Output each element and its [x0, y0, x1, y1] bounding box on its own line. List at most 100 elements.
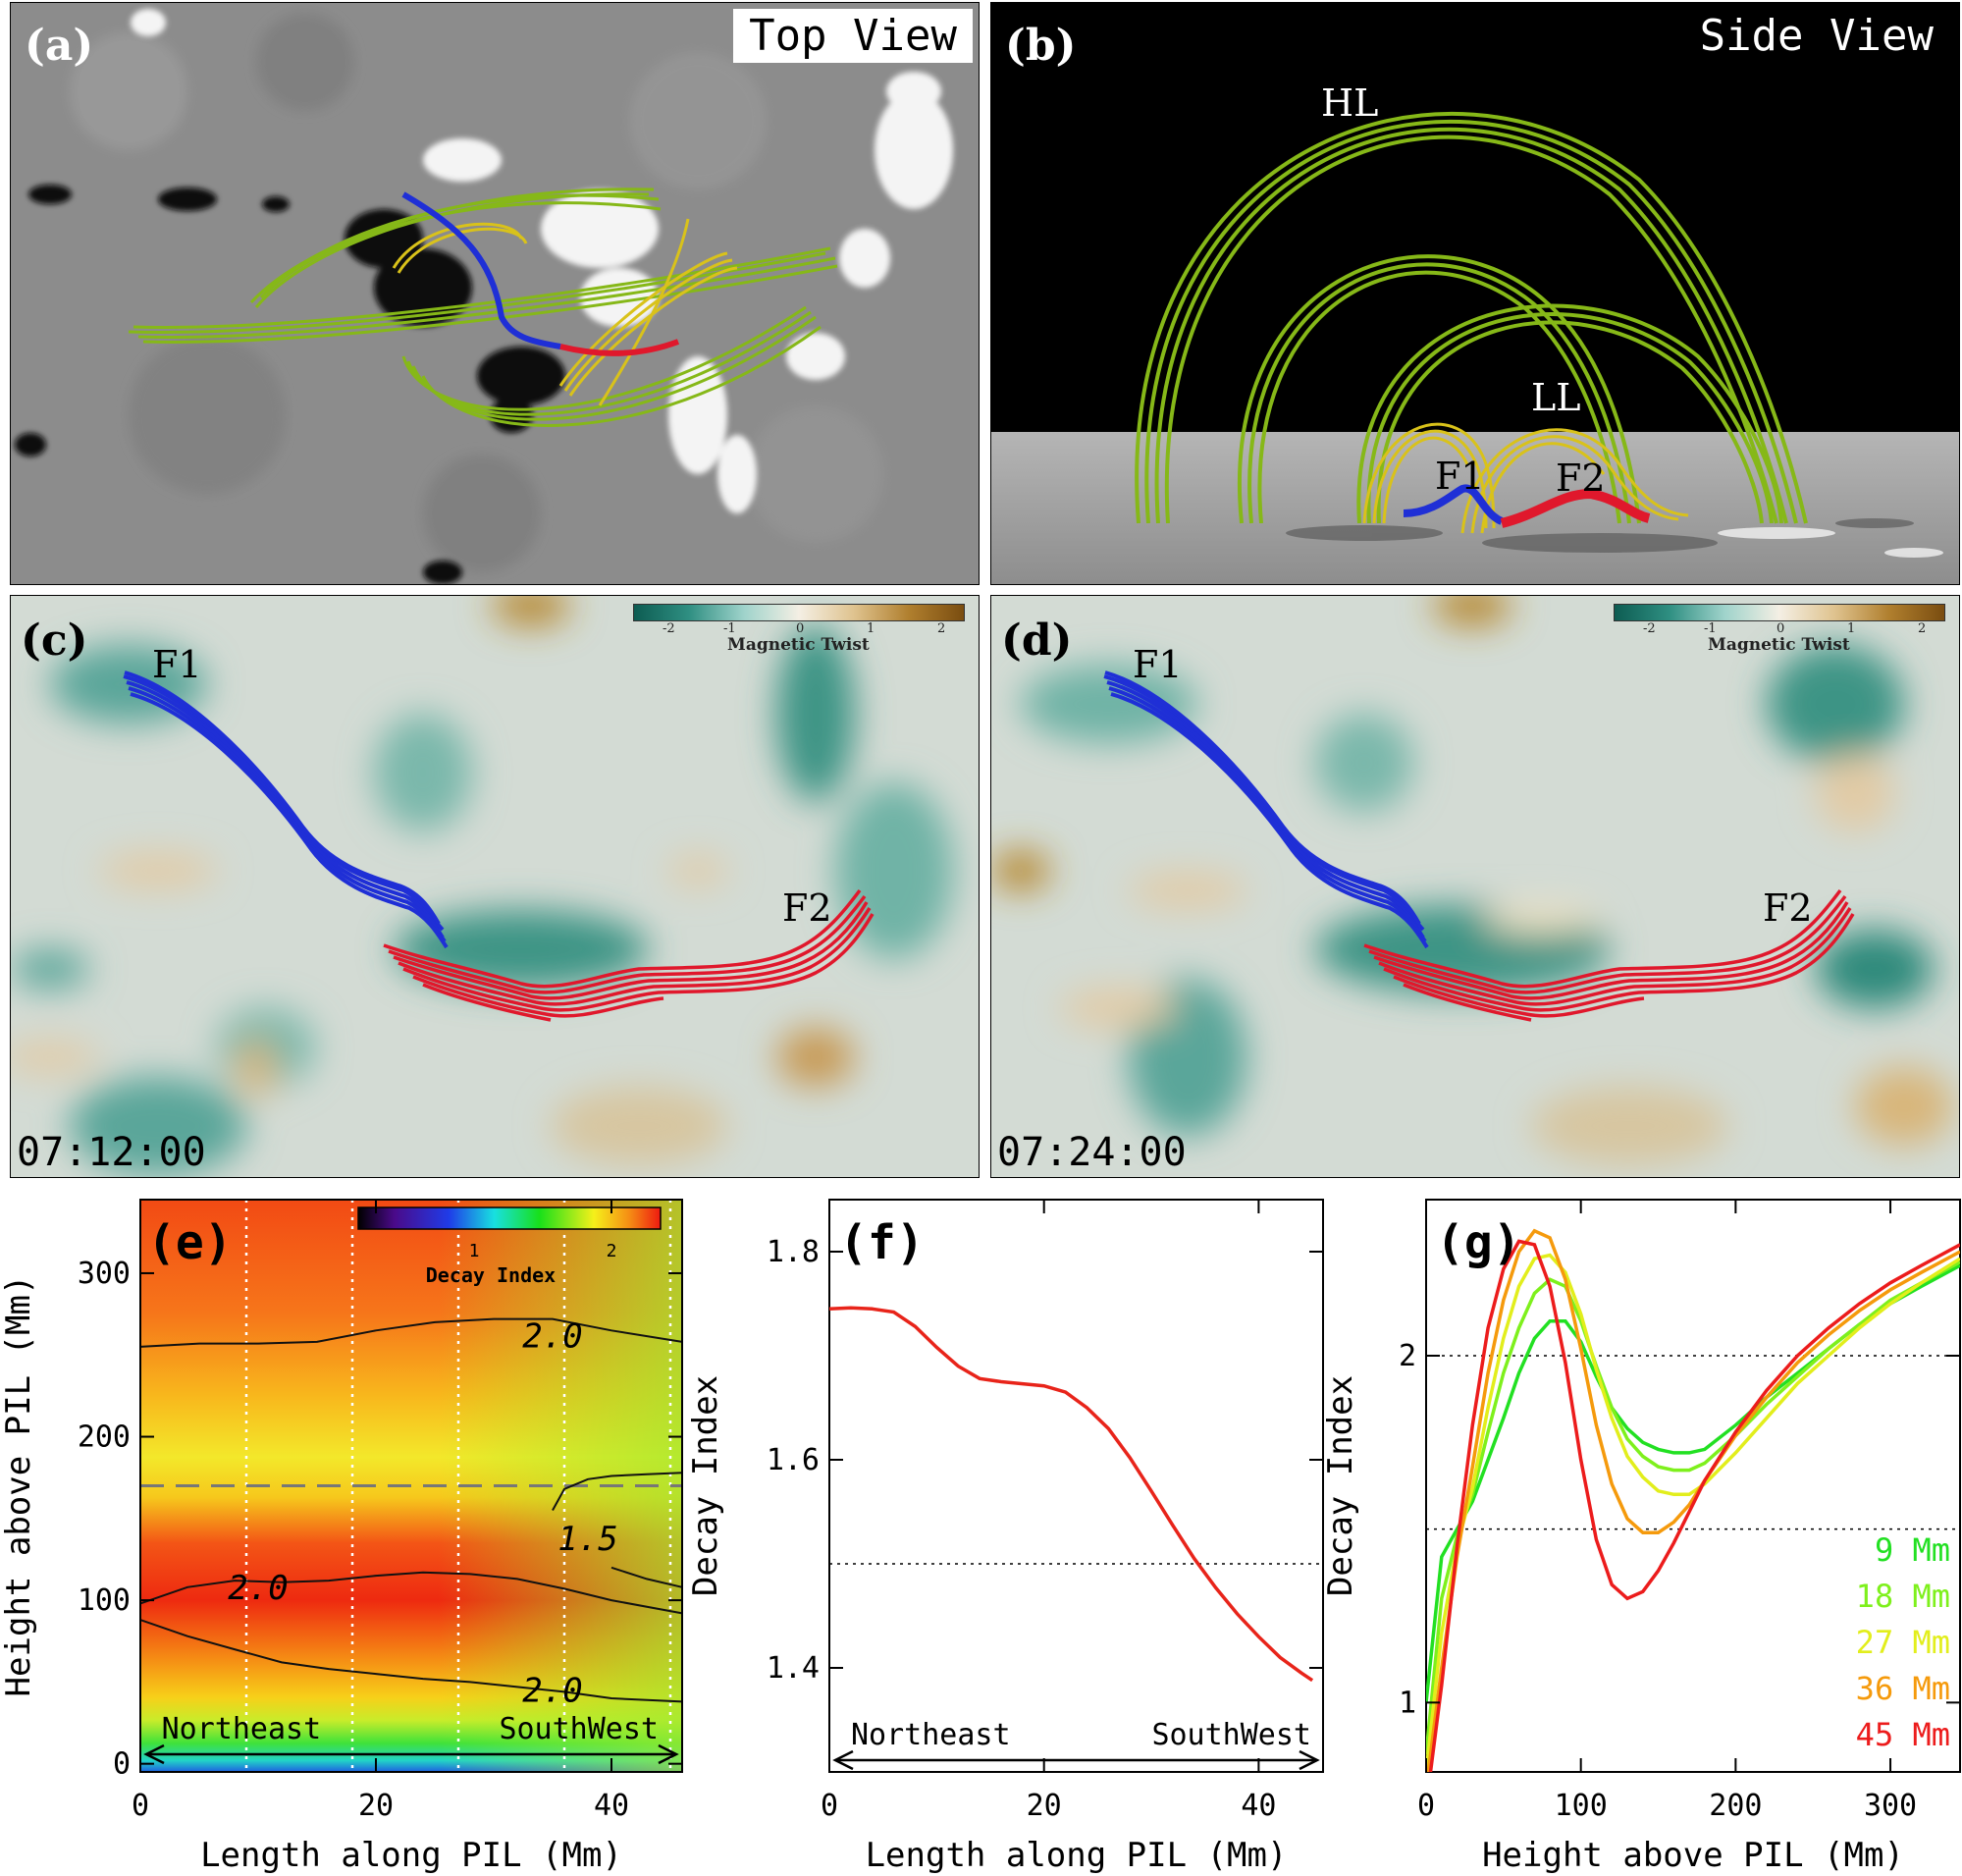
cbar-tick: 0: [1776, 621, 1785, 636]
southwest-label: SouthWest: [1151, 1718, 1311, 1752]
x-tick-label: 20: [1027, 1789, 1062, 1823]
x-tick-label: 40: [1241, 1789, 1276, 1823]
y-tick-label: 1.4: [767, 1651, 820, 1686]
contour-label: 2.0: [228, 1569, 288, 1608]
contour-label: 2.0: [522, 1672, 582, 1711]
contour-line: [139, 1317, 683, 1348]
decay-index-charts: 2.0 2.0 2.0 1.5 1 2 Decay Index Northeast SouthW…: [0, 1199, 1961, 1875]
x-axis-label: Length along PIL (Mm): [200, 1836, 622, 1875]
twist-colorbar: [1614, 604, 1945, 621]
legend-entry: 36 Mm: [1856, 1670, 1950, 1707]
cbar-tick: -2: [663, 621, 675, 636]
arrow-head-left: [143, 1743, 165, 1765]
flux-rope-f1: [1403, 484, 1504, 525]
colorbar-tick: 2: [607, 1241, 617, 1261]
contour-line: [552, 1472, 683, 1511]
series-line: [1428, 1239, 1960, 1772]
x-tick-label: 100: [1555, 1789, 1608, 1823]
low-loop-bundle: [1362, 422, 1689, 534]
cbar-tick: -1: [723, 621, 736, 636]
y-tick-label: 0: [113, 1747, 131, 1782]
contour-label: 2.0: [522, 1316, 582, 1356]
f1-label: F1: [1435, 455, 1485, 498]
y-tick-label: 1.6: [767, 1443, 820, 1477]
cbar-tick: 0: [796, 621, 805, 636]
f2-label: F2: [782, 886, 832, 930]
loop-bundle-green: [128, 188, 838, 427]
y-axis-label: Decay Index: [1321, 1375, 1360, 1596]
magnetogram-top-view: [11, 3, 979, 584]
y-tick-label: 1.8: [767, 1235, 820, 1269]
f2-label: F2: [1556, 456, 1606, 500]
series-line: [1426, 1260, 1960, 1755]
x-tick-label: 40: [594, 1789, 629, 1823]
panel-a: (a) Top View: [10, 2, 980, 585]
legend-entry: 18 Mm: [1856, 1578, 1950, 1615]
southwest-label: SouthWest: [499, 1712, 659, 1746]
contour-label: 1.5: [557, 1520, 617, 1559]
northeast-label: Northeast: [162, 1712, 322, 1746]
series-group: [1426, 1228, 1960, 1772]
legend-entry: 27 Mm: [1856, 1624, 1950, 1661]
panel-c: -2 -1 0 1 2 Magnetic Twist (c) F1 F2 07:…: [10, 595, 980, 1178]
panel-label: (b): [1005, 21, 1077, 71]
northeast-label: Northeast: [851, 1718, 1011, 1752]
colorbar-tick: 1: [469, 1241, 480, 1261]
x-axis-label: Length along PIL (Mm): [866, 1836, 1288, 1875]
cbar-tick: -1: [1704, 621, 1717, 636]
contour-line: [139, 1571, 683, 1615]
y-tick-label: 100: [78, 1583, 131, 1618]
x-tick-label: 20: [358, 1789, 394, 1823]
twist-map: [11, 596, 979, 1177]
cbar-tick: 2: [1918, 621, 1927, 636]
flux-rope-f2: [1363, 888, 1855, 1022]
colorbar-title: Decay Index: [426, 1263, 556, 1287]
cbar-tick: 1: [1847, 621, 1856, 636]
f1-label: F1: [152, 643, 202, 686]
contour-line: [139, 1619, 683, 1703]
y-axis-label: Decay Index: [686, 1375, 725, 1596]
cbar-tick: 2: [937, 621, 946, 636]
loop-bundle-yellow: [392, 218, 738, 406]
view-title: Side View: [1699, 11, 1934, 61]
timestamp: 07:24:00: [997, 1130, 1187, 1175]
panel-d: -2 -1 0 1 2 Magnetic Twist (d) F1 F2 07:…: [990, 595, 1960, 1178]
cbar-tick: -2: [1643, 621, 1656, 636]
cbar-title: Magnetic Twist: [727, 635, 870, 655]
plot-frame: [139, 1199, 683, 1773]
x-tick-label: 300: [1864, 1789, 1917, 1823]
flux-rope-f1: [123, 670, 449, 949]
hl-label: HL: [1321, 81, 1379, 125]
panel-label: (c): [21, 616, 88, 666]
arrow-head-right: [1299, 1749, 1320, 1771]
twist-colorbar: [633, 604, 965, 621]
legend-entry: 9 Mm: [1875, 1531, 1950, 1569]
series-line: [1426, 1228, 1960, 1772]
x-axis-label: Height above PIL (Mm): [1482, 1836, 1904, 1875]
side-view-render: [991, 3, 1959, 584]
flux-rope-f2: [1500, 488, 1651, 528]
contour-line: [610, 1566, 683, 1588]
panel-label: (g): [1436, 1215, 1521, 1270]
flux-rope-f1: [401, 191, 561, 349]
f1-label: F1: [1133, 643, 1183, 686]
plot-frame: [828, 1199, 1324, 1773]
arrow-head-right: [658, 1743, 679, 1765]
cbar-title: Magnetic Twist: [1708, 635, 1850, 655]
y-tick-label: 200: [78, 1420, 131, 1455]
y-axis-label: Height above PIL (Mm): [0, 1275, 38, 1697]
arrow-head-left: [832, 1749, 854, 1771]
panel-label: (e): [147, 1215, 233, 1270]
x-tick-label: 200: [1709, 1789, 1762, 1823]
series-line: [828, 1306, 1314, 1683]
twist-map: [991, 596, 1959, 1177]
legend-entry: 45 Mm: [1856, 1716, 1950, 1753]
panel-label: (f): [839, 1215, 925, 1270]
flux-rope-f2: [559, 339, 680, 356]
cbar-tick: 1: [867, 621, 875, 636]
timestamp: 07:12:00: [17, 1130, 206, 1175]
f2-label: F2: [1763, 886, 1813, 930]
y-tick-label: 1: [1399, 1686, 1416, 1720]
decay-index-colorbar: [357, 1206, 662, 1230]
x-tick-label: 0: [821, 1789, 838, 1823]
